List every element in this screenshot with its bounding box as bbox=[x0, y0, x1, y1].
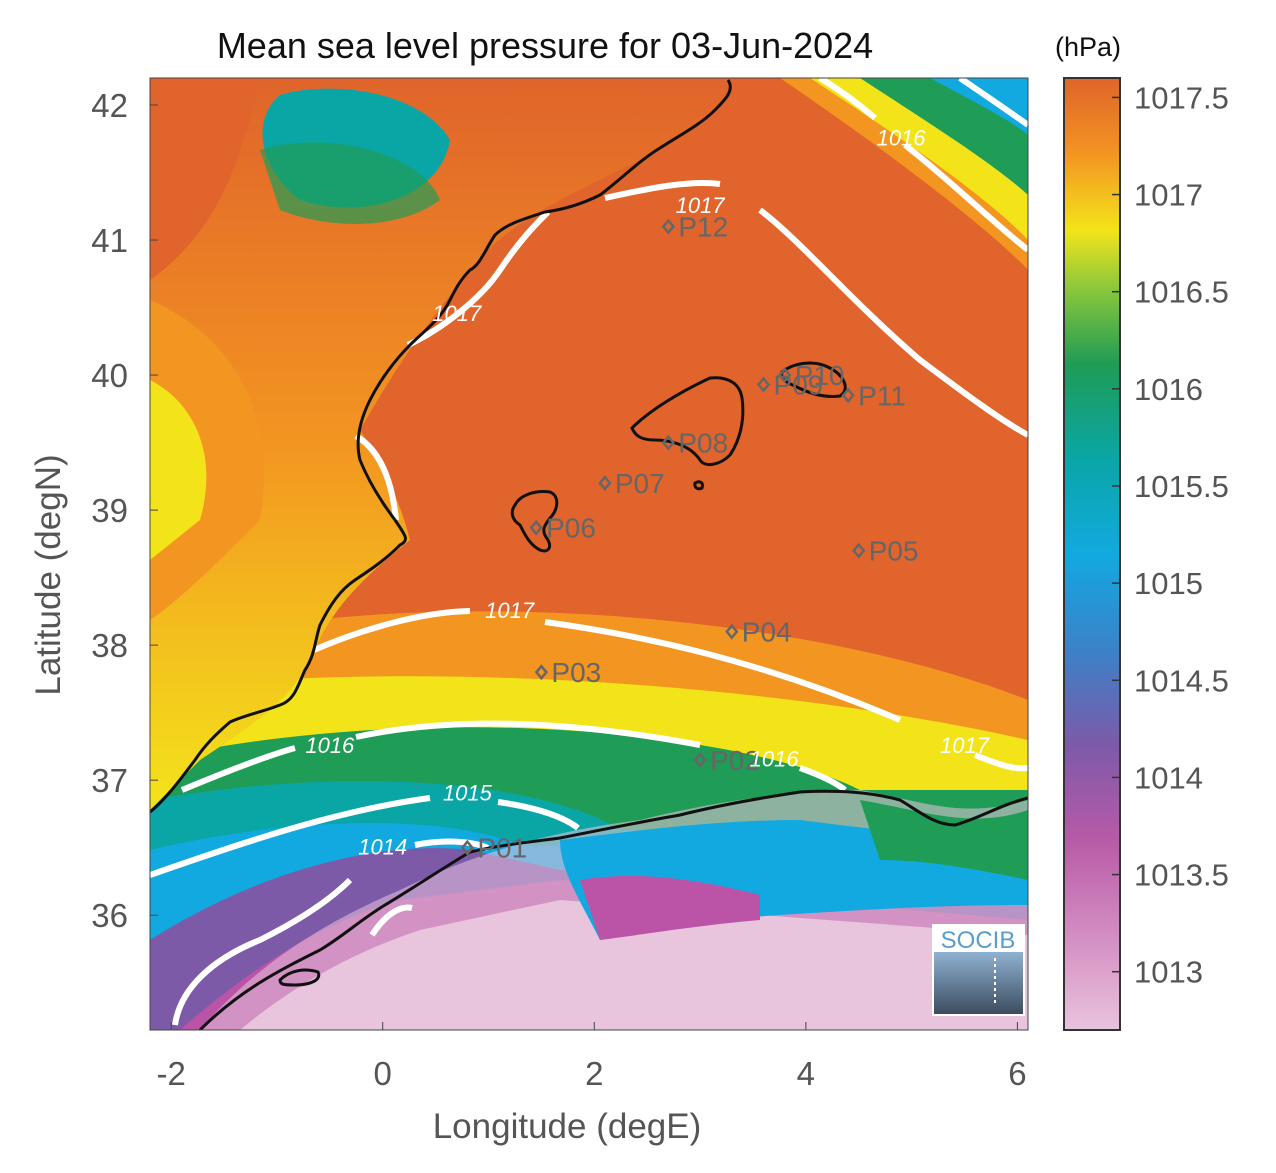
coast-cabrera bbox=[693, 480, 704, 491]
coast-menorca bbox=[780, 361, 847, 398]
colorbar-tick-label: 1016.5 bbox=[1134, 275, 1229, 310]
station-marker bbox=[598, 475, 612, 492]
coast-mallorca bbox=[630, 376, 745, 467]
y-tick-label: 42 bbox=[91, 87, 128, 124]
y-tick-label: 39 bbox=[91, 492, 128, 529]
colorbar-tick-label: 1016 bbox=[1134, 372, 1203, 407]
station-marker bbox=[661, 434, 675, 451]
contour-label: 1016 bbox=[877, 126, 927, 151]
y-tick-label: 36 bbox=[91, 897, 128, 934]
station-label: P09 bbox=[774, 370, 824, 401]
colorbar-tick-label: 1015 bbox=[1134, 566, 1203, 601]
y-tick-label: 37 bbox=[91, 762, 128, 799]
station-label: P02 bbox=[710, 745, 760, 776]
y-tick-label: 38 bbox=[91, 627, 128, 664]
contour-labels-layer: 1017 1017 1017 1017 1016 1016 1016 1015 1014 bbox=[305, 126, 989, 860]
plot-frame bbox=[149, 77, 1029, 1031]
station-marker bbox=[852, 542, 866, 559]
isobar-1016-northeast2 bbox=[958, 78, 1028, 128]
coast-north-africa bbox=[198, 789, 1028, 1030]
x-axis-ticks: -2 0 2 4 6 bbox=[156, 1022, 1027, 1092]
station-label: P05 bbox=[869, 536, 919, 567]
station-marker bbox=[534, 664, 549, 681]
contour-label: 1016 bbox=[305, 733, 355, 758]
coast-ibiza bbox=[510, 490, 559, 553]
contour-label: 1014 bbox=[358, 834, 407, 859]
x-tick-label: 0 bbox=[374, 1055, 392, 1092]
y-tick-label: 41 bbox=[91, 222, 128, 259]
isobar-1016-northeast bbox=[818, 78, 1028, 253]
station-label: P10 bbox=[795, 360, 845, 391]
colorbar-tick-label: 1013 bbox=[1134, 955, 1203, 990]
coast-lake bbox=[278, 968, 321, 987]
y-axis-label: Latitude (degN) bbox=[29, 454, 68, 695]
colorbar-tick-label: 1014.5 bbox=[1134, 663, 1229, 698]
chart-title: Mean sea level pressure for 03-Jun-2024 bbox=[217, 25, 873, 66]
y-tick-label: 40 bbox=[91, 357, 128, 394]
colorbar-tick-label: 1013.5 bbox=[1134, 858, 1229, 893]
x-tick-label: 2 bbox=[585, 1055, 603, 1092]
isobar-1017-south bbox=[312, 608, 1028, 772]
contour-label: 1017 bbox=[485, 598, 535, 623]
pressure-field bbox=[150, 78, 1028, 1030]
station-label: P07 bbox=[615, 468, 665, 499]
contour-label: 1015 bbox=[443, 780, 493, 805]
isobar-contours bbox=[150, 78, 1028, 1026]
station-marker bbox=[460, 839, 474, 856]
y-axis-ticks: 36 37 38 39 40 41 42 bbox=[91, 87, 158, 934]
station-marker bbox=[529, 519, 543, 536]
socib-logo: SOCIB bbox=[932, 924, 1025, 1016]
colorbar-ticks: 1013 1013.5 1014 1014.5 1015 1015.5 1016 1016.5… bbox=[1112, 80, 1229, 990]
socib-logo-text: SOCIB bbox=[941, 927, 1016, 954]
station-marker bbox=[661, 218, 675, 235]
station-label: P11 bbox=[858, 380, 906, 411]
station-marker bbox=[778, 367, 792, 384]
station-label: P01 bbox=[477, 833, 527, 864]
x-tick-label: 6 bbox=[1008, 1055, 1026, 1092]
isobar-1017-north bbox=[604, 179, 1028, 438]
station-marker bbox=[725, 623, 739, 640]
colorbar-tick-label: 1017.5 bbox=[1134, 80, 1229, 115]
station-label: P08 bbox=[678, 428, 728, 459]
isobar-1017-west bbox=[406, 209, 551, 348]
isobar-1017-coast bbox=[354, 433, 399, 521]
coastlines bbox=[150, 79, 1028, 1030]
x-axis-label: Longitude (degE) bbox=[433, 1107, 702, 1146]
x-tick-label: 4 bbox=[797, 1055, 815, 1092]
coast-iberia bbox=[150, 79, 732, 814]
station-label: P12 bbox=[678, 212, 728, 243]
contour-label: 1017 bbox=[432, 301, 482, 326]
station-label: P04 bbox=[742, 617, 792, 648]
contour-label: 1017 bbox=[940, 733, 990, 758]
contour-label: 1017 bbox=[676, 193, 726, 218]
colorbar: (hPa) 1013 1013.5 1014 1014.5 1015 1015.5 1016… bbox=[1055, 32, 1229, 1031]
station-label: P06 bbox=[546, 513, 596, 544]
station-marker bbox=[841, 387, 855, 404]
isobar-1016-south bbox=[180, 720, 847, 793]
colorbar-tick-label: 1017 bbox=[1134, 178, 1203, 213]
isobar-1014 bbox=[172, 838, 490, 1026]
station-marker bbox=[693, 751, 707, 768]
isobar-1015 bbox=[150, 795, 580, 878]
x-tick-label: -2 bbox=[156, 1055, 185, 1092]
isobar-1014-inner bbox=[369, 904, 413, 937]
colorbar-tick-label: 1015.5 bbox=[1134, 469, 1229, 504]
station-label: P03 bbox=[551, 657, 601, 688]
colorbar-unit: (hPa) bbox=[1055, 32, 1121, 62]
colorbar-tick-label: 1014 bbox=[1134, 760, 1203, 795]
contour-label: 1016 bbox=[750, 747, 800, 772]
station-marker bbox=[756, 376, 771, 393]
